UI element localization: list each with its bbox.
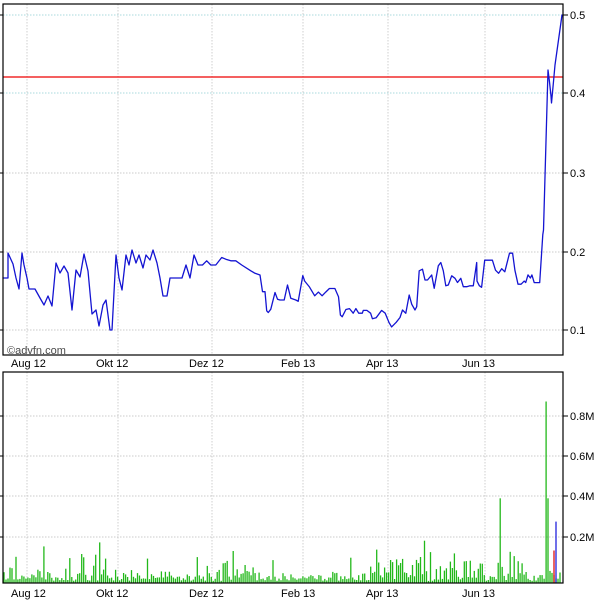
svg-text:0.1: 0.1 xyxy=(570,325,585,337)
svg-text:Dez 12: Dez 12 xyxy=(189,588,224,600)
svg-text:0.3: 0.3 xyxy=(570,168,585,180)
svg-text:Okt 12: Okt 12 xyxy=(96,588,128,600)
svg-text:Aug 12: Aug 12 xyxy=(11,588,46,600)
svg-text:Jun 13: Jun 13 xyxy=(462,588,495,600)
svg-text:0.5: 0.5 xyxy=(570,10,585,22)
svg-text:Feb 13: Feb 13 xyxy=(281,358,315,370)
svg-text:Dez 12: Dez 12 xyxy=(189,358,224,370)
svg-text:Apr 13: Apr 13 xyxy=(366,588,398,600)
svg-text:Jun 13: Jun 13 xyxy=(462,358,495,370)
svg-text:0.4M: 0.4M xyxy=(570,491,594,503)
svg-text:Okt 12: Okt 12 xyxy=(96,358,128,370)
svg-text:Apr 13: Apr 13 xyxy=(366,358,398,370)
svg-text:0.6M: 0.6M xyxy=(570,451,594,463)
svg-text:0.8M: 0.8M xyxy=(570,411,594,423)
svg-text:©advfn.com: ©advfn.com xyxy=(7,345,66,357)
svg-text:0.2M: 0.2M xyxy=(570,532,594,544)
svg-text:0.2: 0.2 xyxy=(570,247,585,259)
svg-text:Feb 13: Feb 13 xyxy=(281,588,315,600)
svg-text:Aug 12: Aug 12 xyxy=(11,358,46,370)
svg-text:0.4: 0.4 xyxy=(570,88,585,100)
